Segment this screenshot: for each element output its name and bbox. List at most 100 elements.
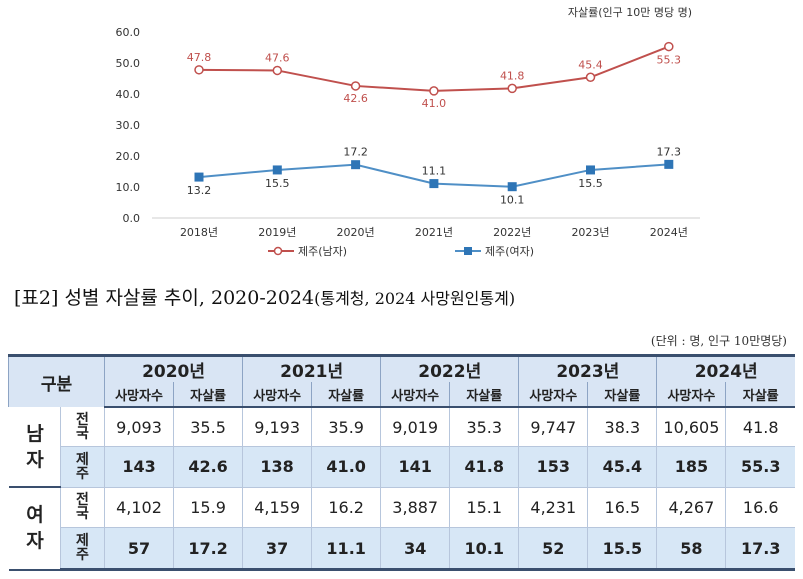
- header-deaths: 사망자수: [656, 382, 726, 408]
- header-rate: 자살률: [587, 382, 657, 408]
- data-point: [429, 86, 439, 96]
- data-point: [429, 179, 439, 189]
- group-label-text: 남자: [26, 422, 44, 471]
- data-label: 11.1: [422, 165, 447, 178]
- series-male: 47.8 47.6 42.6 41.0 41.8 45.4 55.3: [187, 41, 682, 110]
- x-axis: 2018년 2019년 2020년 2021년 2022년 2023년 2024년: [180, 226, 688, 239]
- table-caption: [표2] 성별 자살률 추이, 2020-2024(통계청, 2024 사망원인…: [14, 283, 515, 310]
- row-label: 전국: [60, 407, 105, 448]
- cell-deaths: 9,019: [380, 407, 450, 448]
- y-tick-label: 10.0: [116, 181, 141, 194]
- cell-rate: 15.9: [173, 487, 243, 529]
- cell-rate: 16.5: [587, 487, 657, 529]
- data-point: [586, 165, 595, 175]
- legend-marker: [464, 247, 472, 255]
- y-tick-label: 50.0: [116, 57, 141, 70]
- data-label: 55.3: [657, 54, 682, 67]
- data-label: 42.6: [343, 92, 368, 105]
- cell-deaths: 143: [103, 446, 174, 488]
- data-point: [350, 81, 361, 91]
- data-label: 41.0: [422, 97, 447, 110]
- cell-deaths: 10,605: [656, 407, 726, 448]
- y-tick-label: 20.0: [116, 150, 141, 163]
- cell-rate: 41.8: [725, 407, 795, 448]
- caption-source: (통계청, 2024 사망원인통계): [314, 289, 516, 308]
- data-label: 17.3: [657, 145, 682, 158]
- legend-label: 제주(여자): [485, 245, 534, 258]
- cell-deaths: 4,231: [518, 487, 588, 529]
- row-label: 전국: [60, 487, 105, 529]
- data-point: [507, 83, 517, 94]
- legend: 제주(남자) 제주(여자): [268, 245, 534, 258]
- header-year: 2020년: [103, 354, 243, 382]
- caption-title: 성별 자살률 추이,: [64, 287, 205, 309]
- header-rate: 자살률: [173, 382, 243, 408]
- caption-prefix: [표2]: [14, 287, 59, 309]
- header-deaths: 사망자수: [380, 382, 450, 408]
- data-label: 41.8: [500, 69, 525, 82]
- x-tick-label: 2023년: [571, 226, 609, 239]
- y-tick-label: 60.0: [116, 26, 141, 39]
- y-tick-label: 30.0: [116, 119, 141, 132]
- header-year: 2021년: [242, 354, 381, 382]
- cell-deaths: 4,267: [656, 487, 726, 529]
- cell-deaths: 34: [380, 527, 450, 571]
- cell-rate: 16.2: [311, 487, 381, 529]
- header-year: 2024년: [656, 354, 795, 382]
- series-female: 13.2 15.5 17.2 11.1 10.1 15.5 17.3: [187, 145, 681, 206]
- header-deaths: 사망자수: [103, 382, 174, 408]
- data-point: [507, 182, 517, 192]
- table-row: 제주 57 17.2 37 11.1 34 10.1 52 15.5 58 17.3: [9, 527, 795, 571]
- y-axis: 0.0 10.0 20.0 30.0 40.0 50.0 60.0: [116, 26, 141, 225]
- cell-rate: 35.3: [449, 407, 519, 448]
- data-label: 15.5: [265, 177, 290, 190]
- cell-rate: 17.3: [725, 527, 795, 571]
- cell-deaths: 185: [656, 446, 726, 488]
- row-label-text: 전국: [76, 411, 89, 442]
- cell-rate: 35.5: [173, 407, 243, 448]
- suicide-stats-table: 구분 2020년 2021년 2022년 2023년 2024년 사망자수 자살률 사망자수 자살…: [8, 354, 795, 571]
- caption-range: 2020-2024: [210, 287, 315, 309]
- cell-deaths: 141: [380, 446, 450, 488]
- data-point: [664, 159, 674, 169]
- row-label-text: 제주: [76, 451, 89, 482]
- cell-deaths: 37: [242, 527, 312, 571]
- data-point: [194, 172, 204, 182]
- table-row: 여자 전국 4,102 15.9 4,159 16.2 3,887 15.1 4,231 16.5…: [8, 487, 795, 571]
- data-label: 15.5: [578, 177, 603, 190]
- cell-rate: 45.4: [587, 446, 657, 488]
- cell-deaths: 4,159: [242, 487, 312, 529]
- data-point: [664, 41, 674, 52]
- header-year: 2023년: [518, 354, 657, 382]
- data-point: [194, 65, 204, 75]
- cell-rate: 41.8: [449, 446, 519, 488]
- data-label: 47.8: [187, 51, 212, 64]
- x-tick-label: 2022년: [493, 226, 531, 239]
- x-tick-label: 2024년: [650, 226, 688, 239]
- unit-note: (단위 : 명, 인구 10만명당): [650, 334, 787, 348]
- y-tick-label: 40.0: [116, 88, 141, 101]
- cell-rate: 11.1: [311, 527, 381, 571]
- cell-rate: 38.3: [587, 407, 657, 448]
- cell-deaths: 52: [518, 527, 588, 571]
- cell-deaths: 153: [518, 446, 588, 488]
- data-label: 47.6: [265, 51, 290, 64]
- data-label: 10.1: [500, 194, 525, 207]
- cell-deaths: 58: [656, 527, 726, 571]
- group-label-text: 여자: [26, 504, 44, 553]
- cell-deaths: 9,093: [103, 407, 174, 448]
- data-point: [272, 165, 282, 175]
- cell-deaths: 9,193: [242, 407, 312, 448]
- header-deaths: 사망자수: [518, 382, 588, 408]
- legend-marker: [273, 246, 283, 256]
- data-label: 17.2: [343, 146, 368, 159]
- group-label: 남자: [8, 407, 61, 489]
- chart-unit-label: 자살률(인구 10만 명당 명): [568, 6, 692, 19]
- data-point: [585, 72, 596, 83]
- line-chart: 자살률(인구 10만 명당 명) 0.0 10.0 20.0 30.0 40.0 50.0…: [116, 6, 700, 258]
- cell-rate: 35.9: [311, 407, 381, 448]
- legend-label: 제주(남자): [298, 245, 347, 258]
- header-deaths: 사망자수: [242, 382, 312, 408]
- row-label: 제주: [60, 446, 105, 488]
- cell-rate: 41.0: [311, 446, 381, 488]
